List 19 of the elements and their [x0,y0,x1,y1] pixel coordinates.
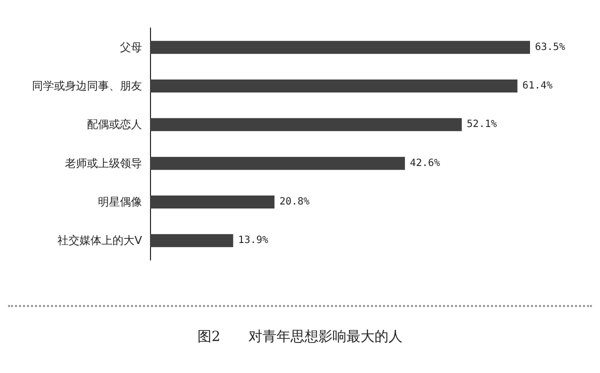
y-tick-label: 明星偶像 [98,196,142,208]
data-label: 61.4% [522,80,553,92]
y-tick-label: 同学或身边同事、朋友 [32,80,142,92]
bar [150,156,405,170]
data-label: 42.6% [410,158,440,169]
data-label: 52.1% [466,119,497,130]
y-tick-label: 父母 [120,40,142,54]
y-tick-label: 配偶或恋人 [87,118,142,132]
bar [150,234,234,248]
bar [150,118,462,132]
bar [150,196,274,208]
y-tick-label: 社交媒体上的大V [57,234,142,248]
text: 图2 对青年思想影响最大的人 [196,328,404,346]
bar [150,80,518,92]
data-label: 20.8% [279,196,310,208]
y-tick-label: 老师或上级领导 [65,156,142,170]
data-label: 63.5% [535,42,566,53]
data-label: 13.9% [238,235,268,246]
bar [150,40,530,54]
